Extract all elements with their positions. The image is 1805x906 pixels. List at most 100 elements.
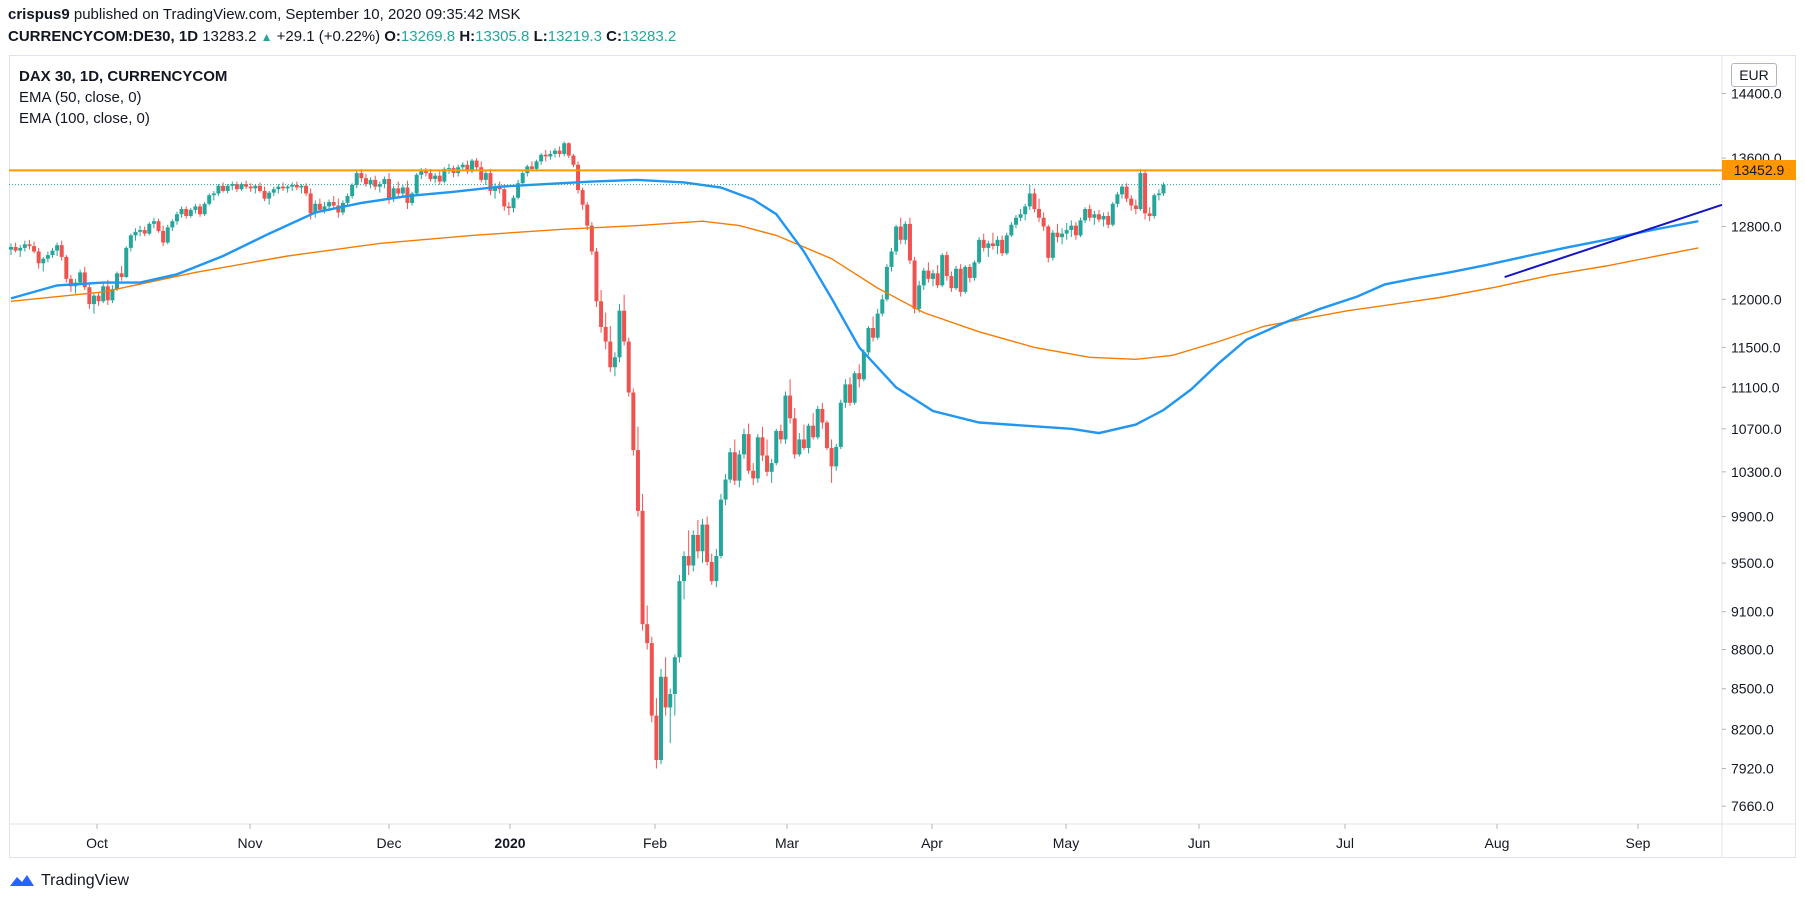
- candle-body: [193, 206, 198, 210]
- candle-body: [359, 173, 364, 179]
- candle-body: [373, 179, 378, 187]
- candle-body: [944, 255, 949, 277]
- candle-body: [124, 247, 129, 278]
- candle-body: [142, 230, 147, 234]
- candle-body: [78, 272, 83, 283]
- candle-body: [1055, 232, 1060, 238]
- candle-body: [110, 289, 115, 301]
- candle-body: [271, 189, 276, 193]
- candle-body: [36, 251, 41, 264]
- x-tick-label: Oct: [86, 835, 108, 851]
- publication-line: crispus9 published on TradingView.com, S…: [8, 6, 521, 23]
- candle-body: [133, 231, 138, 236]
- candle-body: [705, 524, 710, 562]
- candle-body: [18, 247, 23, 251]
- candle-body: [659, 676, 664, 760]
- tradingview-logo-icon: [10, 875, 34, 886]
- candle-body: [483, 173, 488, 180]
- candle-body: [290, 184, 295, 187]
- tradingview-brand[interactable]: TradingView: [9, 872, 129, 890]
- price-change: +29.1 (+0.22%): [276, 28, 381, 45]
- legend-ema100[interactable]: EMA (100, close, 0): [19, 110, 150, 127]
- candle-body: [963, 266, 968, 292]
- x-tick-label: Nov: [238, 835, 263, 851]
- candle-body: [1133, 205, 1138, 210]
- candle-body: [257, 185, 262, 191]
- candle-body: [695, 534, 700, 552]
- candle-body: [1037, 209, 1042, 218]
- candle-body: [940, 255, 945, 286]
- candle-body: [9, 246, 13, 250]
- candle-body: [96, 295, 101, 302]
- candle-body: [967, 266, 972, 278]
- candle-body: [1124, 186, 1129, 199]
- candle-body: [728, 452, 733, 480]
- candle-body: [221, 185, 226, 191]
- candle-body: [1152, 195, 1157, 216]
- y-tick-label: 11100.0: [1731, 379, 1780, 395]
- candle-body: [907, 223, 912, 261]
- candle-body: [101, 286, 106, 302]
- currency-button[interactable]: EUR: [1731, 63, 1777, 87]
- x-tick-label: Jul: [1336, 835, 1354, 851]
- candle-body: [1083, 209, 1088, 221]
- candle-body: [861, 352, 866, 380]
- candle-body: [345, 196, 350, 203]
- candle-body: [262, 190, 267, 199]
- candle-body: [668, 694, 673, 708]
- candle-body: [479, 167, 484, 180]
- candle-body: [649, 643, 654, 716]
- candle-body: [539, 154, 544, 162]
- candle-body: [732, 452, 737, 481]
- candle-body: [516, 183, 521, 198]
- candle-body: [198, 206, 203, 215]
- candle-body: [1115, 194, 1120, 204]
- candle-body: [82, 272, 87, 288]
- candle-body: [954, 268, 959, 289]
- x-tick-label: Aug: [1485, 835, 1510, 851]
- candle-body: [165, 227, 170, 243]
- candle-body: [935, 273, 940, 286]
- candle-body: [1147, 213, 1152, 216]
- candle-body: [589, 225, 594, 252]
- candle-body: [557, 150, 562, 154]
- candle-body: [612, 357, 617, 368]
- candle-body: [1004, 235, 1009, 254]
- candle-body: [488, 173, 493, 191]
- candle-body: [27, 244, 32, 247]
- y-tick-label: 14400.0: [1731, 86, 1782, 102]
- candle-body: [686, 556, 691, 566]
- high-value: 13305.8: [475, 28, 530, 45]
- y-tick-label: 7920.0: [1731, 760, 1774, 776]
- candle-body: [1050, 232, 1055, 258]
- candle-body: [1009, 224, 1014, 236]
- candle-body: [599, 301, 604, 327]
- y-tick-label: 9100.0: [1731, 604, 1774, 620]
- candle-body: [811, 425, 816, 438]
- high-label: H:: [459, 28, 476, 45]
- candle-body: [216, 185, 221, 194]
- candle-body: [857, 373, 862, 380]
- candle-body: [880, 299, 885, 314]
- candle-body: [363, 178, 368, 185]
- candle-body: [1032, 193, 1037, 210]
- candle-body: [170, 221, 175, 228]
- candle-body: [778, 430, 783, 440]
- candle-body: [608, 341, 613, 368]
- candle-body: [59, 245, 64, 257]
- candle-body: [529, 166, 534, 169]
- low-label: L:: [533, 28, 548, 45]
- candle-body: [783, 395, 788, 440]
- candle-body: [765, 455, 770, 472]
- candle-body: [746, 434, 751, 471]
- candle-body: [958, 268, 963, 292]
- candle-body: [995, 239, 1000, 247]
- publisher-name[interactable]: crispus9: [8, 6, 70, 23]
- legend-ema50[interactable]: EMA (50, close, 0): [19, 89, 142, 106]
- candle-body: [396, 188, 401, 194]
- low-value: 13219.3: [547, 28, 602, 45]
- candle-body: [718, 499, 723, 557]
- candle-body: [32, 246, 37, 252]
- y-tick-label: 8200.0: [1731, 721, 1774, 737]
